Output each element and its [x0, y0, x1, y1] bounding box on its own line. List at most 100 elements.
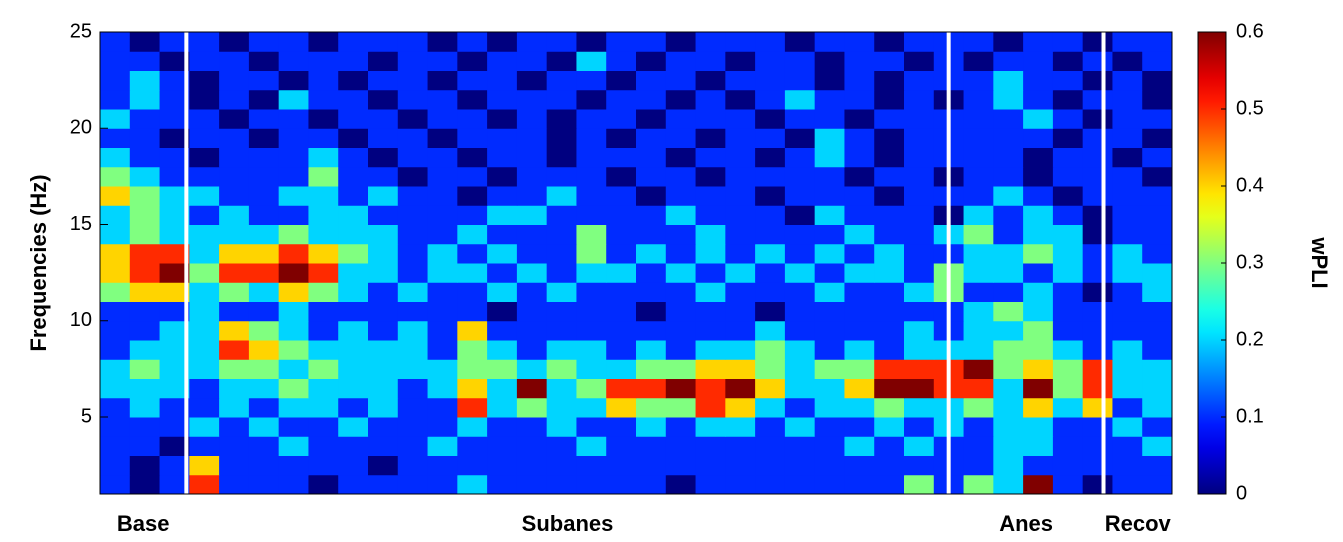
- heatmap-cell: [338, 224, 369, 245]
- heatmap-cell: [248, 224, 280, 245]
- heatmap-cell: [546, 340, 577, 360]
- heatmap-cell: [129, 32, 161, 52]
- heatmap-cell: [129, 282, 161, 302]
- heatmap-cell: [755, 378, 786, 399]
- heatmap-cell: [278, 301, 309, 322]
- heatmap-cell: [516, 109, 548, 129]
- heatmap-cell: [606, 417, 637, 437]
- y-axis-label: Frequencies (Hz): [26, 174, 51, 351]
- heatmap-cell: [100, 128, 131, 148]
- heatmap-cell: [546, 109, 577, 129]
- heatmap-cell: [397, 128, 429, 148]
- heatmap-cell: [546, 70, 577, 91]
- heatmap-cell: [1052, 186, 1084, 206]
- heatmap-cell: [844, 340, 875, 360]
- heatmap-cell: [993, 282, 1024, 302]
- heatmap-cell: [487, 243, 518, 264]
- heatmap-cell: [963, 320, 994, 341]
- heatmap-cell: [397, 282, 429, 302]
- heatmap-cell: [725, 282, 756, 302]
- heatmap-cell: [189, 340, 220, 360]
- heatmap-cell: [755, 243, 786, 264]
- heatmap-cell: [606, 89, 637, 110]
- heatmap-cell: [397, 436, 429, 456]
- heatmap-cell: [725, 89, 756, 110]
- heatmap-cell: [189, 109, 220, 129]
- heatmap-cell: [1112, 128, 1143, 148]
- heatmap-cell: [993, 128, 1024, 148]
- heatmap-cell: [100, 378, 131, 399]
- heatmap-cell: [219, 224, 250, 245]
- heatmap-cell: [665, 417, 697, 437]
- heatmap-cell: [636, 397, 667, 418]
- heatmap-cell: [606, 397, 637, 418]
- heatmap-cell: [487, 378, 518, 399]
- heatmap-cell: [874, 263, 905, 283]
- heatmap-cell: [695, 320, 726, 341]
- heatmap-cell: [1112, 282, 1143, 302]
- heatmap-cell: [814, 340, 845, 360]
- heatmap-cell: [457, 205, 488, 225]
- heatmap-cell: [248, 128, 280, 148]
- heatmap-cell: [546, 282, 577, 302]
- heatmap-cell: [695, 186, 726, 206]
- heatmap-cell: [368, 320, 399, 341]
- heatmap-cell: [159, 51, 190, 71]
- heatmap-cell: [1112, 89, 1143, 110]
- heatmap-cell: [1142, 224, 1173, 245]
- heatmap-cell: [1142, 243, 1173, 264]
- heatmap-cell: [338, 89, 369, 110]
- heatmap-cell: [1112, 32, 1143, 52]
- heatmap-cell: [427, 128, 458, 148]
- heatmap-cell: [1023, 301, 1054, 322]
- heatmap-cell: [636, 417, 667, 437]
- heatmap-cell: [963, 359, 994, 379]
- heatmap-cell: [665, 282, 697, 302]
- heatmap-cell: [368, 109, 399, 129]
- heatmap-cell: [576, 166, 607, 187]
- heatmap-cell: [427, 397, 458, 418]
- heatmap-cell: [665, 224, 697, 245]
- heatmap-cell: [874, 243, 905, 264]
- heatmap-cell: [219, 128, 250, 148]
- heatmap-cell: [1082, 359, 1113, 379]
- heatmap-cell: [248, 320, 280, 341]
- heatmap-cell: [844, 455, 875, 476]
- heatmap-cell: [278, 70, 309, 91]
- heatmap-cell: [189, 359, 220, 379]
- heatmap-cell: [755, 263, 786, 283]
- heatmap-cell: [397, 89, 429, 110]
- heatmap-cell: [1142, 282, 1173, 302]
- heatmap-cell: [338, 186, 369, 206]
- heatmap-cell: [993, 166, 1024, 187]
- heatmap-cell: [904, 301, 935, 322]
- heatmap-cell: [904, 205, 935, 225]
- heatmap-cell: [368, 340, 399, 360]
- heatmap-cell: [725, 166, 756, 187]
- heatmap-cell: [546, 166, 577, 187]
- heatmap-cell: [159, 243, 190, 264]
- heatmap-cell: [397, 109, 429, 129]
- heatmap-cell: [308, 128, 339, 148]
- heatmap-cell: [457, 320, 488, 341]
- heatmap-cell: [904, 243, 935, 264]
- heatmap-cell: [487, 89, 518, 110]
- heatmap-cell: [368, 436, 399, 456]
- heatmap-cell: [636, 243, 667, 264]
- heatmap-cell: [606, 282, 637, 302]
- colorbar-tick-label: 0.1: [1236, 405, 1264, 427]
- heatmap-cell: [695, 166, 726, 187]
- heatmap-cell: [189, 224, 220, 245]
- heatmap-cell: [606, 474, 637, 495]
- heatmap-cell: [784, 359, 816, 379]
- heatmap-cell: [129, 474, 161, 495]
- heatmap-cell: [1023, 243, 1054, 264]
- colorbar-tick-label: 0.5: [1236, 97, 1264, 119]
- heatmap-cell: [814, 474, 845, 495]
- heatmap-cell: [814, 147, 845, 168]
- heatmap-cell: [248, 32, 280, 52]
- heatmap-cell: [457, 359, 488, 379]
- heatmap-cell: [487, 340, 518, 360]
- heatmap-cell: [159, 166, 190, 187]
- heatmap-cell: [844, 436, 875, 456]
